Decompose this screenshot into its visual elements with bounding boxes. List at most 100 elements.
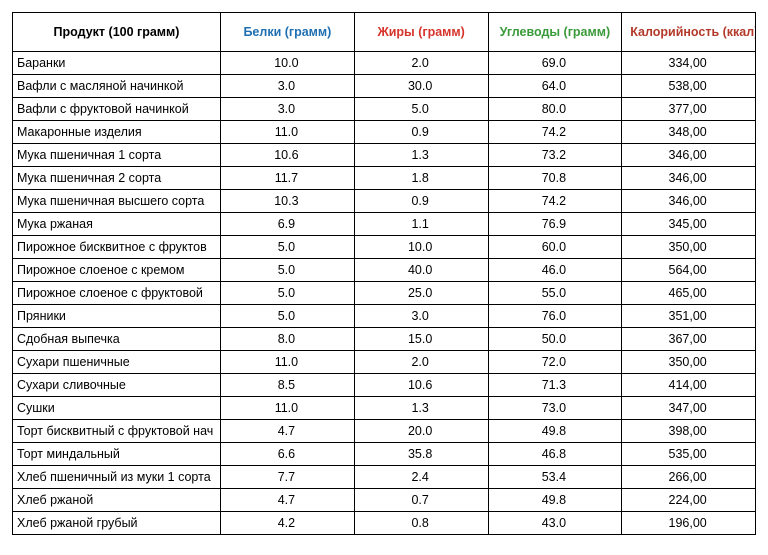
table-row: Сухари сливочные8.510.671.3414,00 (13, 374, 756, 397)
cell-cal: 266,00 (622, 466, 756, 489)
table-row: Мука пшеничная 1 сорта10.61.373.2346,00 (13, 144, 756, 167)
table-row: Мука пшеничная 2 сорта11.71.870.8346,00 (13, 167, 756, 190)
col-fat: Жиры (грамм) (354, 13, 488, 52)
cell-cal: 346,00 (622, 190, 756, 213)
cell-product: Вафли с фруктовой начинкой (13, 98, 221, 121)
table-row: Мука ржаная6.91.176.9345,00 (13, 213, 756, 236)
table-row: Хлеб ржаной4.70.749.8224,00 (13, 489, 756, 512)
table-row: Баранки10.02.069.0334,00 (13, 52, 756, 75)
cell-cal: 538,00 (622, 75, 756, 98)
cell-carb: 80.0 (488, 98, 622, 121)
cell-cal: 564,00 (622, 259, 756, 282)
cell-carb: 69.0 (488, 52, 622, 75)
cell-product: Мука пшеничная 1 сорта (13, 144, 221, 167)
cell-fat: 0.7 (354, 489, 488, 512)
cell-product: Сдобная выпечка (13, 328, 221, 351)
cell-fat: 15.0 (354, 328, 488, 351)
cell-protein: 5.0 (221, 259, 355, 282)
cell-fat: 40.0 (354, 259, 488, 282)
cell-protein: 11.0 (221, 351, 355, 374)
cell-carb: 64.0 (488, 75, 622, 98)
table-row: Вафли с фруктовой начинкой3.05.080.0377,… (13, 98, 756, 121)
cell-fat: 1.8 (354, 167, 488, 190)
cell-carb: 76.0 (488, 305, 622, 328)
table-row: Хлеб пшеничный из муки 1 сорта7.72.453.4… (13, 466, 756, 489)
cell-fat: 0.9 (354, 121, 488, 144)
cell-carb: 46.8 (488, 443, 622, 466)
table-row: Сушки11.01.373.0347,00 (13, 397, 756, 420)
cell-cal: 351,00 (622, 305, 756, 328)
cell-protein: 3.0 (221, 98, 355, 121)
cell-protein: 8.5 (221, 374, 355, 397)
cell-protein: 10.3 (221, 190, 355, 213)
table-body: Баранки10.02.069.0334,00Вафли с масляной… (13, 52, 756, 535)
cell-cal: 334,00 (622, 52, 756, 75)
header-row: Продукт (100 грамм) Белки (грамм) Жиры (… (13, 13, 756, 52)
cell-carb: 74.2 (488, 190, 622, 213)
cell-protein: 6.6 (221, 443, 355, 466)
cell-protein: 6.9 (221, 213, 355, 236)
cell-carb: 55.0 (488, 282, 622, 305)
cell-fat: 1.3 (354, 144, 488, 167)
col-cal: Калорийность (ккал) (622, 13, 756, 52)
cell-carb: 53.4 (488, 466, 622, 489)
cell-fat: 35.8 (354, 443, 488, 466)
cell-protein: 4.7 (221, 420, 355, 443)
cell-product: Мука пшеничная высшего сорта (13, 190, 221, 213)
cell-product: Сухари сливочные (13, 374, 221, 397)
cell-protein: 4.7 (221, 489, 355, 512)
cell-cal: 367,00 (622, 328, 756, 351)
cell-product: Сухари пшеничные (13, 351, 221, 374)
cell-carb: 43.0 (488, 512, 622, 535)
nutrition-table: Продукт (100 грамм) Белки (грамм) Жиры (… (12, 12, 756, 535)
cell-carb: 49.8 (488, 489, 622, 512)
cell-fat: 1.1 (354, 213, 488, 236)
cell-cal: 398,00 (622, 420, 756, 443)
table-row: Сдобная выпечка8.015.050.0367,00 (13, 328, 756, 351)
col-carb: Углеводы (грамм) (488, 13, 622, 52)
cell-protein: 11.7 (221, 167, 355, 190)
cell-fat: 10.0 (354, 236, 488, 259)
table-row: Пирожное бисквитное с фруктов5.010.060.0… (13, 236, 756, 259)
cell-carb: 71.3 (488, 374, 622, 397)
table-row: Пряники5.03.076.0351,00 (13, 305, 756, 328)
table-row: Макаронные изделия11.00.974.2348,00 (13, 121, 756, 144)
cell-carb: 76.9 (488, 213, 622, 236)
cell-fat: 0.9 (354, 190, 488, 213)
cell-fat: 2.4 (354, 466, 488, 489)
cell-protein: 8.0 (221, 328, 355, 351)
cell-fat: 2.0 (354, 351, 488, 374)
cell-fat: 0.8 (354, 512, 488, 535)
cell-cal: 196,00 (622, 512, 756, 535)
table-row: Вафли с масляной начинкой3.030.064.0538,… (13, 75, 756, 98)
cell-protein: 11.0 (221, 121, 355, 144)
col-protein: Белки (грамм) (221, 13, 355, 52)
cell-product: Пряники (13, 305, 221, 328)
cell-cal: 350,00 (622, 351, 756, 374)
cell-product: Торт миндальный (13, 443, 221, 466)
cell-product: Сушки (13, 397, 221, 420)
cell-protein: 10.0 (221, 52, 355, 75)
cell-product: Вафли с масляной начинкой (13, 75, 221, 98)
cell-protein: 5.0 (221, 305, 355, 328)
cell-fat: 30.0 (354, 75, 488, 98)
table-row: Торт миндальный6.635.846.8535,00 (13, 443, 756, 466)
cell-carb: 73.2 (488, 144, 622, 167)
cell-fat: 10.6 (354, 374, 488, 397)
cell-product: Пирожное бисквитное с фруктов (13, 236, 221, 259)
cell-product: Хлеб ржаной (13, 489, 221, 512)
cell-fat: 3.0 (354, 305, 488, 328)
cell-protein: 5.0 (221, 236, 355, 259)
cell-carb: 49.8 (488, 420, 622, 443)
cell-product: Пирожное слоеное с кремом (13, 259, 221, 282)
cell-fat: 2.0 (354, 52, 488, 75)
cell-cal: 347,00 (622, 397, 756, 420)
table-row: Хлеб ржаной грубый4.20.843.0196,00 (13, 512, 756, 535)
cell-carb: 74.2 (488, 121, 622, 144)
cell-cal: 346,00 (622, 144, 756, 167)
cell-fat: 25.0 (354, 282, 488, 305)
cell-protein: 4.2 (221, 512, 355, 535)
cell-protein: 3.0 (221, 75, 355, 98)
col-product: Продукт (100 грамм) (13, 13, 221, 52)
table-row: Сухари пшеничные11.02.072.0350,00 (13, 351, 756, 374)
